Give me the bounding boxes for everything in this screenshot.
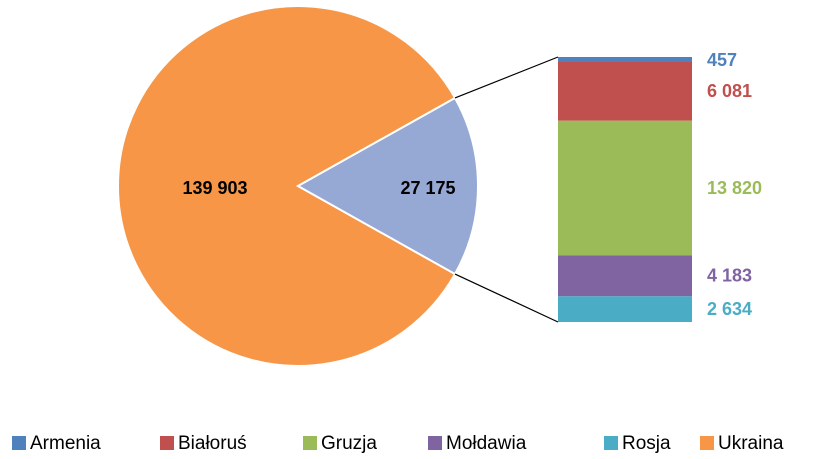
legend-label: Mołdawia (446, 433, 527, 454)
data-label: 13 820 (707, 178, 762, 198)
connector (454, 56, 559, 99)
legend-label: Ukraina (718, 433, 784, 454)
data-label: 139 903 (182, 178, 247, 198)
data-label: 2 634 (707, 299, 752, 319)
legend-swatch (428, 436, 442, 450)
data-label: 6 081 (707, 81, 752, 101)
legend-swatch (303, 436, 317, 450)
pie-slice (117, 5, 457, 367)
legend-swatch (160, 436, 174, 450)
connector (454, 273, 559, 323)
bar-segment (558, 120, 692, 256)
legend-label: Białoruś (178, 433, 247, 454)
data-label: 4 183 (707, 266, 752, 286)
legend-swatch (700, 436, 714, 450)
bar-segment (558, 61, 692, 121)
bar-segment (558, 255, 692, 297)
bar-segment (558, 296, 692, 322)
data-label: 27 175 (400, 178, 455, 198)
bar-segment (558, 57, 692, 62)
data-label: 457 (707, 50, 737, 70)
legend-label: Armenia (30, 433, 101, 454)
legend-label: Rosja (622, 433, 671, 454)
legend-swatch (604, 436, 618, 450)
pie-slice (295, 96, 479, 276)
legend-swatch (12, 436, 26, 450)
legend-label: Gruzja (321, 433, 377, 454)
